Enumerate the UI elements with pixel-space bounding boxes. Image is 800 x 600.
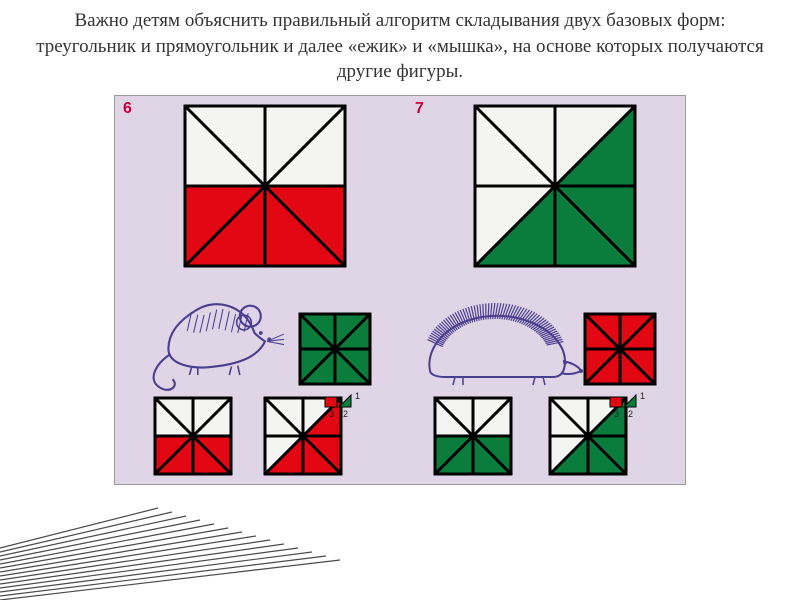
svg-text:3: 3 [329, 409, 334, 419]
svg-text:2: 2 [628, 409, 633, 419]
diagram-svg: 132132 [115, 96, 685, 484]
title-text: Важно детям объяснить правильный алгорит… [0, 0, 800, 95]
svg-text:1: 1 [640, 391, 645, 401]
svg-text:1: 1 [355, 391, 360, 401]
decorative-lines [0, 480, 340, 600]
svg-text:3: 3 [614, 409, 619, 419]
diagram-panel: 6 7 132132 [114, 95, 686, 485]
svg-text:2: 2 [343, 409, 348, 419]
